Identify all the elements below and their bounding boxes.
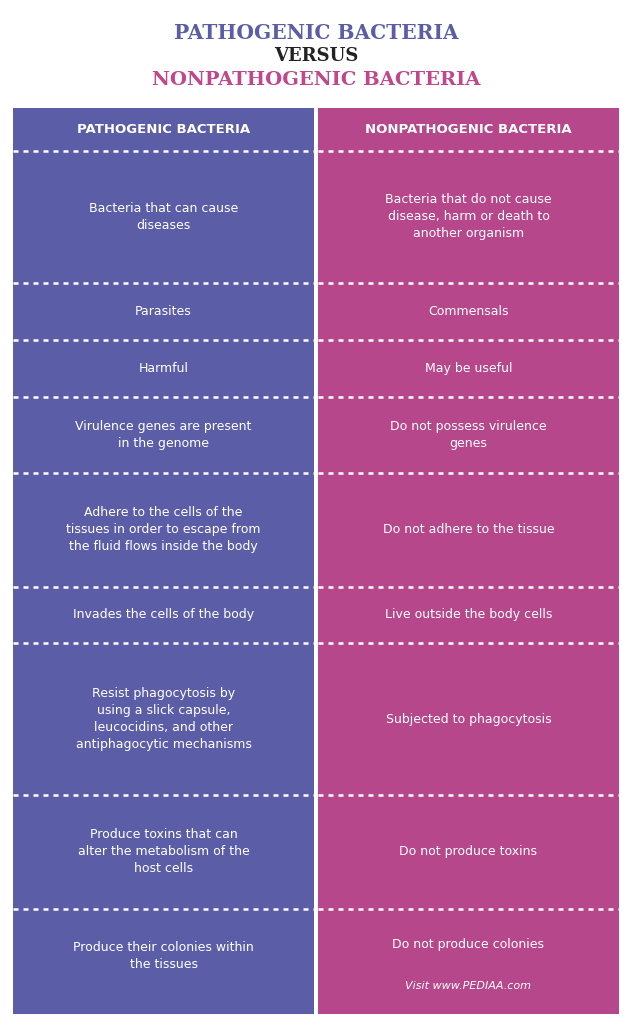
- Text: Commensals: Commensals: [428, 305, 509, 318]
- Text: Visit www.PEDIAA.com: Visit www.PEDIAA.com: [406, 981, 532, 991]
- Text: Live outside the body cells: Live outside the body cells: [385, 608, 552, 622]
- Text: Resist phagocytosis by
using a slick capsule,
leucocidins, and other
antiphagocy: Resist phagocytosis by using a slick cap…: [76, 687, 252, 752]
- Text: Do not produce toxins: Do not produce toxins: [399, 846, 537, 858]
- Text: May be useful: May be useful: [425, 362, 512, 375]
- Bar: [317, 108, 619, 1014]
- Text: Adhere to the cells of the
tissues in order to escape from
the fluid flows insid: Adhere to the cells of the tissues in or…: [66, 506, 261, 553]
- Text: Produce their colonies within
the tissues: Produce their colonies within the tissue…: [73, 941, 254, 971]
- Text: Harmful: Harmful: [138, 362, 188, 375]
- Bar: [13, 108, 314, 1014]
- Text: Do not possess virulence
genes: Do not possess virulence genes: [390, 420, 547, 450]
- Text: Produce toxins that can
alter the metabolism of the
host cells: Produce toxins that can alter the metabo…: [78, 828, 250, 876]
- Text: VERSUS: VERSUS: [274, 47, 358, 66]
- Text: PATHOGENIC BACTERIA: PATHOGENIC BACTERIA: [77, 123, 250, 135]
- Text: Invades the cells of the body: Invades the cells of the body: [73, 608, 254, 622]
- Text: Do not produce colonies: Do not produce colonies: [392, 938, 545, 951]
- Text: Subjected to phagocytosis: Subjected to phagocytosis: [386, 713, 551, 726]
- Text: Parasites: Parasites: [135, 305, 192, 318]
- Text: Bacteria that do not cause
disease, harm or death to
another organism: Bacteria that do not cause disease, harm…: [385, 194, 552, 241]
- Text: Bacteria that can cause
diseases: Bacteria that can cause diseases: [89, 202, 238, 231]
- Text: NONPATHOGENIC BACTERIA: NONPATHOGENIC BACTERIA: [365, 123, 572, 135]
- Text: PATHOGENIC BACTERIA: PATHOGENIC BACTERIA: [174, 23, 458, 43]
- Text: NONPATHOGENIC BACTERIA: NONPATHOGENIC BACTERIA: [152, 71, 480, 89]
- Text: Do not adhere to the tissue: Do not adhere to the tissue: [382, 523, 554, 537]
- Text: Virulence genes are present
in the genome: Virulence genes are present in the genom…: [75, 420, 252, 450]
